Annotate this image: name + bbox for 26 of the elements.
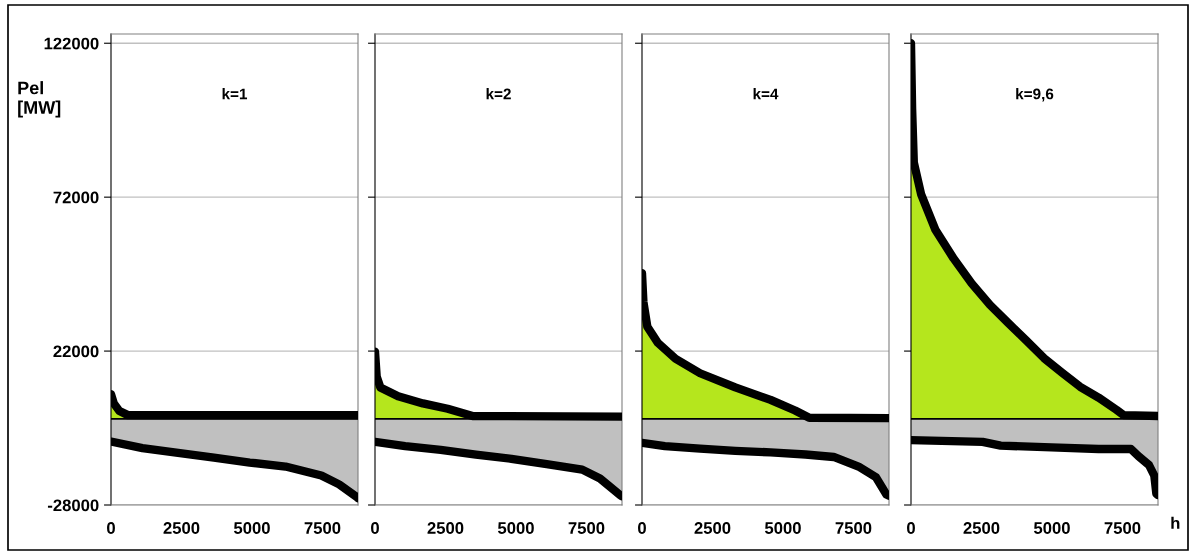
- y-axis-title: Pel [MW]: [18, 81, 61, 118]
- x-tick-label: 2500: [163, 522, 200, 534]
- x-tick-label: 5000: [497, 522, 534, 534]
- x-tick-label: 7500: [568, 522, 605, 534]
- x-tick-label: 2500: [694, 522, 731, 534]
- text: k=9,6: [1016, 88, 1054, 102]
- text: k=2: [486, 88, 511, 100]
- x-tick-label: 0: [107, 522, 115, 534]
- y-tick-label: 22000: [53, 345, 99, 358]
- text: k=1: [222, 88, 248, 100]
- x-tick-label: 0: [371, 522, 379, 534]
- x-tick-label: 0: [638, 522, 646, 534]
- text: k=4: [753, 88, 779, 100]
- x-tick-label: 2500: [963, 522, 1000, 534]
- x-tick-label: 5000: [1033, 522, 1070, 534]
- y-tick-label: -28000: [47, 499, 99, 512]
- x-tick-label: 5000: [764, 522, 801, 534]
- x-tick-label: 7500: [1104, 522, 1141, 534]
- x-tick-label: 5000: [233, 522, 270, 534]
- x-tick-label: 2500: [427, 522, 464, 534]
- x-tick-label: 0: [907, 522, 915, 534]
- x-axis-title: h: [1171, 516, 1180, 529]
- y-tick-label: 72000: [53, 191, 99, 204]
- x-tick-label: 7500: [835, 522, 872, 534]
- y-tick-label: 122000: [44, 37, 99, 50]
- x-tick-label: 7500: [304, 522, 341, 534]
